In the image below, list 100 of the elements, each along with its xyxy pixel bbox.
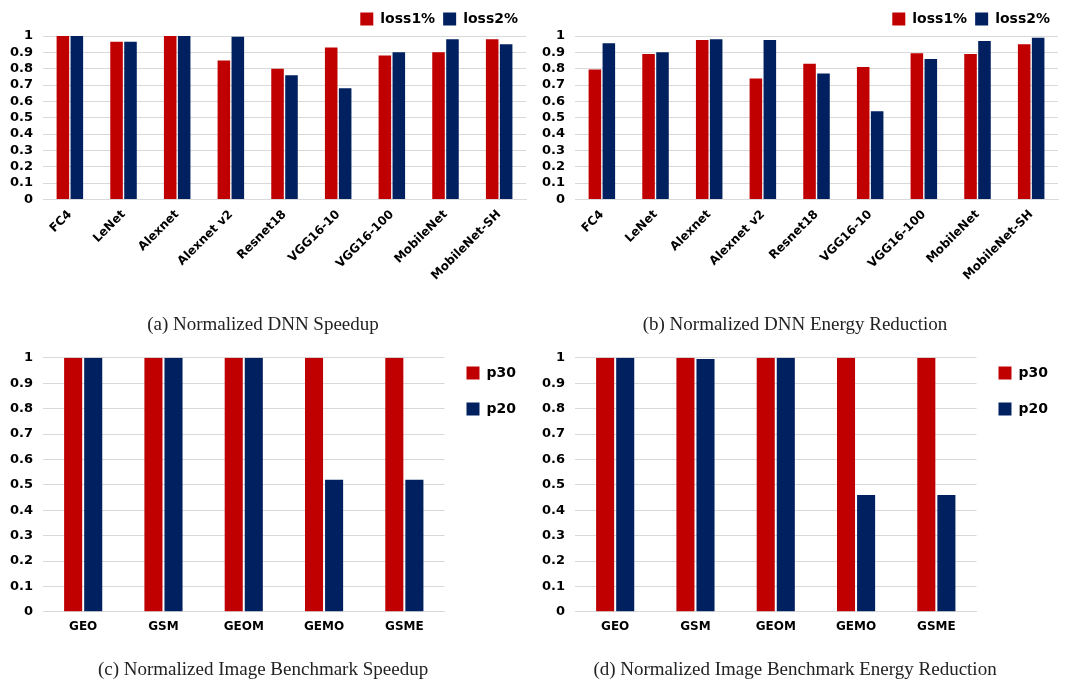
bar <box>285 75 298 199</box>
y-tick-label: 0.8 <box>542 60 566 76</box>
bar <box>937 494 956 612</box>
bar <box>749 78 763 199</box>
y-tick-label: 0.5 <box>542 476 566 492</box>
text: (a) Normalized DNN Speedup <box>147 312 379 335</box>
y-tick-label: 0.6 <box>542 92 566 108</box>
x-tick-label: GEMO <box>303 619 345 634</box>
y-tick-label: 0.5 <box>542 109 566 125</box>
y-tick-label: 1 <box>555 27 566 43</box>
bar <box>964 53 977 199</box>
bar <box>324 47 338 199</box>
y-tick-label: 0.2 <box>542 158 566 174</box>
legend-label: p30 <box>486 363 517 380</box>
y-tick-label: 0.1 <box>542 577 566 593</box>
legend-label: loss1% <box>380 9 436 26</box>
bar <box>910 53 924 199</box>
bar <box>836 357 856 612</box>
bar <box>696 359 715 612</box>
legend-label: p30 <box>1018 363 1049 380</box>
y-tick-label: 0 <box>23 190 34 206</box>
y-tick-label: 0.7 <box>542 76 566 92</box>
y-tick-label: 0.2 <box>10 158 34 174</box>
y-tick-label: 0.4 <box>542 501 566 517</box>
y-tick-label: 0.8 <box>542 399 566 415</box>
bar <box>676 357 695 612</box>
x-tick-label: GSME <box>385 619 424 634</box>
bar <box>177 36 191 199</box>
y-tick-label: 0.6 <box>10 450 34 466</box>
bar <box>776 357 795 612</box>
bar <box>1017 44 1031 199</box>
y-tick-label: 0.6 <box>10 92 34 108</box>
x-tick-label: GEOM <box>223 619 264 634</box>
x-tick-label: GSME <box>917 619 956 634</box>
y-tick-label: 0.7 <box>542 425 566 441</box>
bar <box>978 40 991 199</box>
y-tick-label: 0.4 <box>542 125 566 141</box>
bar <box>856 67 870 199</box>
y-tick-label: 0 <box>555 603 566 619</box>
y-tick-label: 0.3 <box>10 141 34 157</box>
bar <box>338 88 352 199</box>
bar <box>56 36 70 199</box>
y-tick-label: 0.1 <box>10 577 34 593</box>
bar <box>709 39 723 199</box>
y-tick-label: 0.9 <box>542 43 566 59</box>
bar <box>642 53 655 199</box>
y-tick-label: 1 <box>555 349 566 365</box>
y-tick-label: 0.5 <box>10 476 34 492</box>
y-tick-label: 0 <box>555 190 566 206</box>
text: (c) Normalized Image Benchmark Speedup <box>97 657 429 680</box>
y-tick-label: 0.9 <box>542 374 566 390</box>
bar <box>763 40 777 199</box>
y-tick-label: 0.6 <box>542 450 566 466</box>
x-tick-label: GSM <box>680 619 711 634</box>
bar <box>695 40 709 199</box>
bar <box>110 41 123 199</box>
y-tick-label: 0.3 <box>10 526 34 542</box>
bar <box>217 60 231 199</box>
bar <box>70 36 84 199</box>
legend-label: p20 <box>486 399 517 416</box>
y-tick-label: 0.3 <box>542 141 566 157</box>
bar <box>917 357 936 612</box>
y-tick-label: 1 <box>23 349 34 365</box>
y-tick-label: 0.7 <box>10 76 34 92</box>
bar <box>1031 37 1045 199</box>
text: (d) Normalized Image Benchmark Energy Reduction <box>593 657 998 680</box>
bar <box>485 39 499 199</box>
y-tick-label: 0.8 <box>10 399 34 415</box>
bar <box>817 73 830 199</box>
bar <box>756 357 775 612</box>
bar <box>378 55 392 199</box>
bar <box>656 52 669 199</box>
y-tick-label: 1 <box>23 27 34 43</box>
bar <box>870 111 884 199</box>
y-tick-label: 0.4 <box>10 501 34 517</box>
y-tick-label: 0.1 <box>10 174 34 190</box>
bar <box>803 63 816 199</box>
bar <box>616 357 635 612</box>
y-tick-label: 0.3 <box>542 526 566 542</box>
bar <box>596 357 615 612</box>
y-tick-label: 0.9 <box>10 374 34 390</box>
legend-label: p20 <box>1018 399 1049 416</box>
x-tick-label: GEMO <box>835 619 877 634</box>
bar <box>163 36 177 199</box>
x-tick-label: GEO <box>69 619 98 634</box>
bar <box>924 58 938 199</box>
bar <box>231 36 245 199</box>
y-tick-label: 0.2 <box>10 552 34 568</box>
legend-label: loss2% <box>463 9 519 26</box>
bar <box>588 69 602 199</box>
legend-label: loss2% <box>995 9 1051 26</box>
y-tick-label: 0.7 <box>10 425 34 441</box>
bar <box>446 39 459 199</box>
y-tick-label: 0.2 <box>542 552 566 568</box>
legend-label: loss1% <box>912 9 968 26</box>
x-tick-label: GSM <box>148 619 179 634</box>
y-tick-label: 0.8 <box>10 60 34 76</box>
bar <box>392 52 406 199</box>
y-tick-label: 0.9 <box>10 43 34 59</box>
bar <box>499 44 513 199</box>
